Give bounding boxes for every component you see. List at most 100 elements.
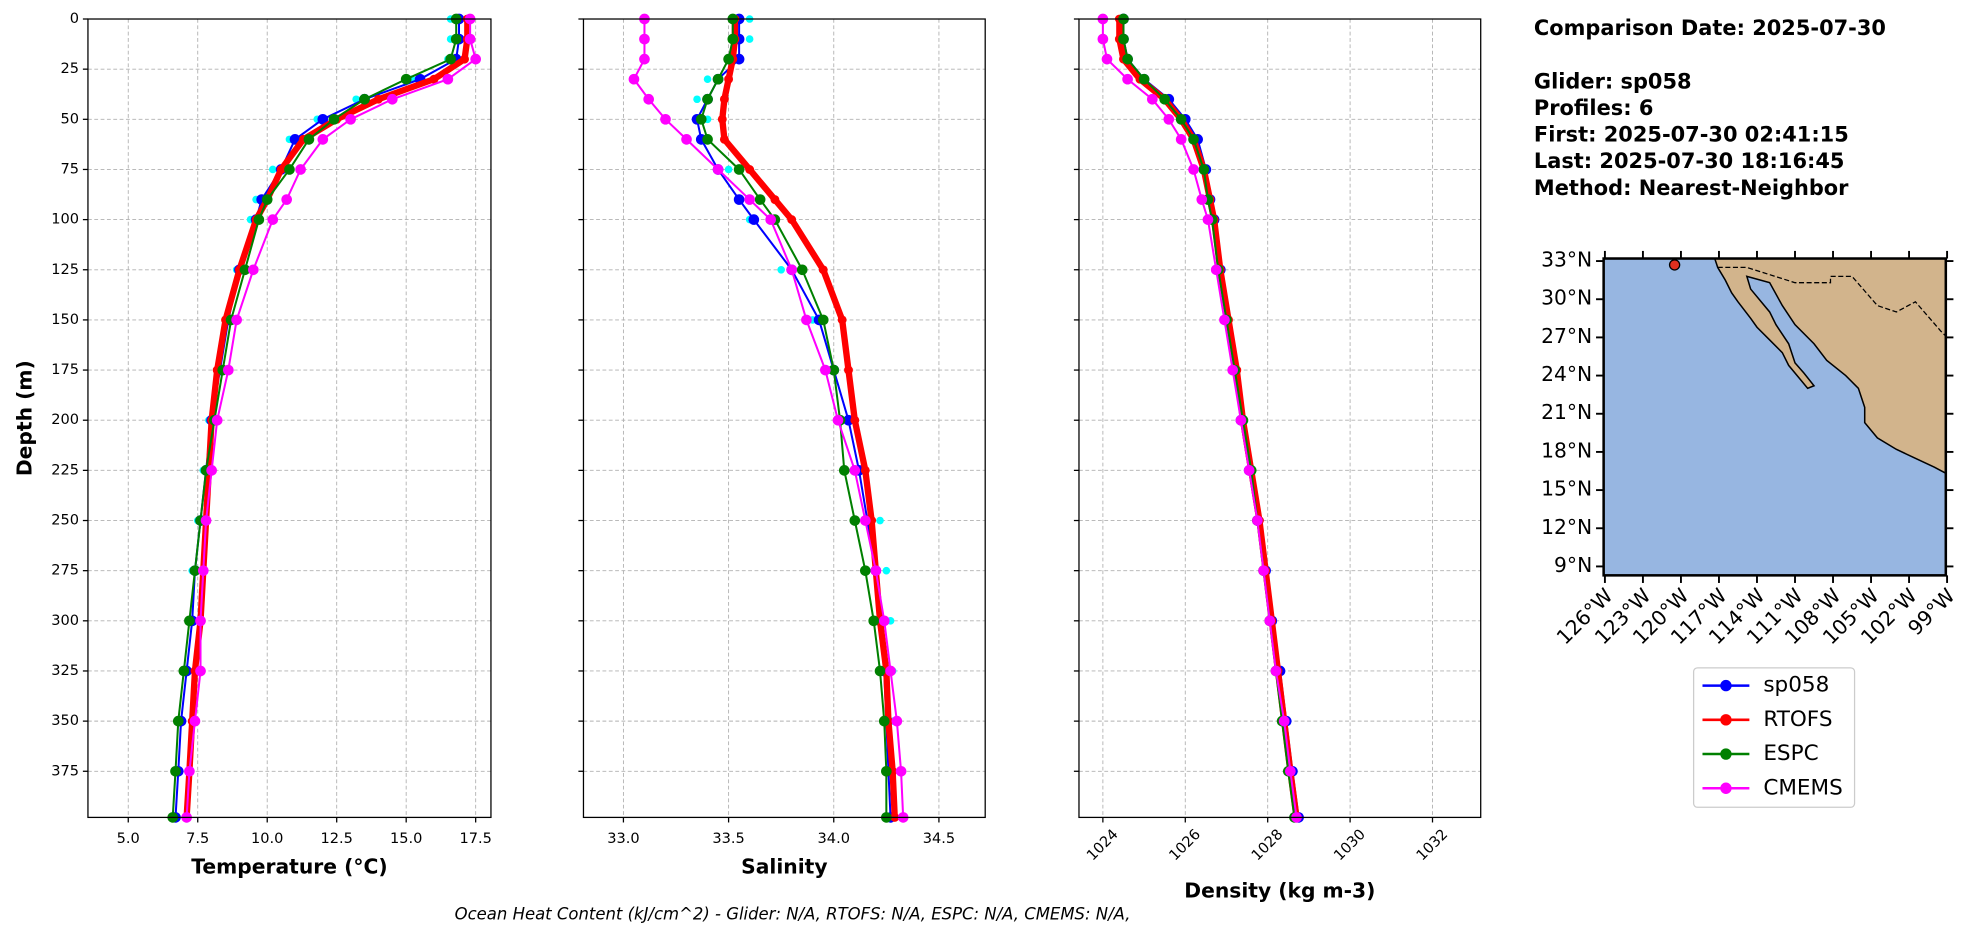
profile-point (895, 765, 907, 777)
profile-point (874, 665, 886, 677)
profile-point (1252, 515, 1263, 526)
profile-point (733, 164, 745, 175)
profile-point (1188, 134, 1199, 145)
profile-line (185, 19, 477, 818)
profile-point (850, 415, 860, 425)
x-tick-label: 1024 (1083, 826, 1121, 864)
profile-line (171, 19, 458, 818)
profile-point (1175, 134, 1187, 145)
y-tick-label: 0 (70, 10, 79, 27)
border (1717, 266, 1946, 338)
profile-point (639, 33, 650, 45)
profile-point (1138, 73, 1150, 85)
raw-point (777, 265, 785, 274)
profile-point (733, 53, 745, 65)
profile-point (838, 465, 850, 476)
profile-point (189, 715, 201, 727)
profile-point (870, 565, 882, 576)
profile-point (1163, 113, 1175, 125)
raw-point (876, 516, 884, 525)
profile-point (400, 73, 412, 85)
profile-point (1122, 73, 1133, 85)
profile-point (172, 715, 184, 727)
profile-point (849, 515, 861, 526)
profile-point (195, 615, 206, 627)
lat-tick-label: 18°N (1541, 438, 1592, 462)
profile-point (702, 134, 713, 145)
profile-point (1196, 194, 1208, 205)
profile-line (183, 19, 471, 818)
x-tick-label: 10.0 (251, 830, 283, 847)
y-tick-label: 300 (51, 612, 79, 629)
profile-point (844, 365, 853, 375)
profile-line (719, 19, 898, 818)
profile-point (359, 93, 370, 105)
x-tick-label: 7.5 (186, 830, 209, 847)
lat-tick-label: 12°N (1541, 515, 1592, 539)
land (1713, 258, 1946, 475)
profile-point (1198, 164, 1210, 175)
profile-point (744, 194, 755, 205)
profile-point (639, 53, 650, 65)
legend-marker (1720, 714, 1732, 726)
x-tick-label: 33.5 (712, 830, 744, 847)
lat-tick-label: 33°N (1541, 248, 1592, 272)
profile-point (837, 315, 847, 325)
profile-point (445, 53, 456, 65)
lat-tick-label: 27°N (1541, 324, 1592, 348)
x-axis-label: Salinity (741, 855, 827, 879)
profile-point (281, 194, 292, 205)
x-tick-label: 33.0 (607, 830, 639, 847)
profile-point (885, 665, 896, 677)
profile-point (860, 465, 870, 475)
profile-point (859, 515, 871, 526)
profile-point (1258, 565, 1269, 576)
x-tick-label: 17.5 (459, 830, 491, 847)
profile-point (261, 194, 273, 205)
glider-marker (1668, 259, 1681, 271)
info-line: Method: Nearest-Neighbor (1534, 176, 1849, 200)
profile-line (632, 19, 905, 818)
profile-point (1270, 665, 1282, 677)
profile-point (197, 565, 209, 576)
profile-point (470, 53, 481, 65)
profile-point (222, 364, 234, 376)
profile-point (1159, 93, 1171, 105)
info-line: Comparison Date: 2025-07-30 (1534, 16, 1886, 40)
profile-point (1202, 214, 1214, 225)
profile-point (828, 364, 840, 376)
map-frame (1602, 257, 1948, 577)
x-tick-label: 34.0 (818, 830, 850, 847)
profile-point (195, 665, 206, 677)
profile-line (1122, 19, 1296, 818)
y-tick-label: 75 (61, 160, 80, 177)
y-tick-label: 100 (51, 211, 79, 228)
legend-label: ESPC (1763, 741, 1818, 766)
profile-point (239, 264, 251, 276)
profile-point (460, 54, 469, 64)
profile-point (702, 93, 713, 105)
axes-frame (582, 18, 986, 819)
profile-point (754, 194, 766, 205)
profile-point (727, 33, 739, 45)
x-tick-label: 15.0 (390, 830, 422, 847)
profile-point (328, 113, 340, 125)
profile-point (801, 314, 812, 326)
y-tick-label: 375 (51, 762, 79, 779)
profile-point (719, 94, 729, 104)
lat-tick-label: 24°N (1541, 362, 1592, 386)
y-tick-label: 325 (51, 662, 79, 679)
profile-point (189, 565, 201, 576)
legend-marker (1720, 782, 1732, 794)
profile-point (796, 264, 808, 276)
y-tick-label: 200 (51, 411, 79, 428)
profile-point (303, 134, 315, 145)
raw-point (882, 566, 891, 575)
profile-point (1175, 113, 1187, 125)
profile-point (1278, 715, 1290, 727)
y-tick-label: 125 (51, 261, 79, 278)
profile-point (787, 215, 797, 225)
profile-line (1101, 19, 1298, 818)
profile-point (184, 765, 195, 777)
